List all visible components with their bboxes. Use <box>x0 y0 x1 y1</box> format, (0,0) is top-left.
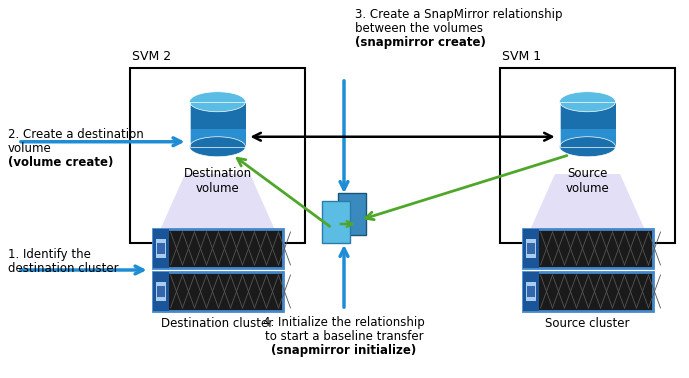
Ellipse shape <box>559 92 615 112</box>
Text: 4. Initialize the relationship: 4. Initialize the relationship <box>263 316 425 329</box>
Bar <box>522 272 539 311</box>
Bar <box>189 102 245 147</box>
Bar <box>522 229 652 268</box>
Text: Destination cluster: Destination cluster <box>161 317 274 330</box>
Polygon shape <box>531 174 644 229</box>
Bar <box>156 286 165 297</box>
Bar <box>152 229 282 268</box>
Bar <box>500 68 675 243</box>
Text: to start a baseline transfer: to start a baseline transfer <box>265 330 423 343</box>
Text: between the volumes: between the volumes <box>355 22 483 35</box>
Text: 1. Identify the: 1. Identify the <box>8 248 91 261</box>
Bar <box>338 193 366 235</box>
Bar <box>130 68 305 243</box>
Bar <box>526 239 535 258</box>
Bar <box>522 272 652 311</box>
Text: (snapmirror create): (snapmirror create) <box>355 36 486 49</box>
Ellipse shape <box>189 137 245 157</box>
Text: Source cluster: Source cluster <box>545 317 630 330</box>
Bar <box>559 102 615 147</box>
Text: SVM 2: SVM 2 <box>132 50 171 63</box>
Bar <box>526 286 535 297</box>
Text: Destination
volume: Destination volume <box>183 167 251 195</box>
Bar <box>152 229 169 268</box>
Bar <box>522 229 539 268</box>
Bar <box>189 102 245 129</box>
Bar <box>526 243 535 254</box>
Bar <box>526 282 535 301</box>
Text: SVM 1: SVM 1 <box>502 50 541 63</box>
Bar <box>152 272 169 311</box>
Text: (snapmirror initialize): (snapmirror initialize) <box>271 344 417 357</box>
Bar <box>189 102 245 147</box>
Bar <box>156 243 165 254</box>
Polygon shape <box>161 174 274 229</box>
Text: Source
volume: Source volume <box>566 167 609 195</box>
Ellipse shape <box>189 92 245 112</box>
Text: volume: volume <box>8 142 52 155</box>
Text: destination cluster: destination cluster <box>8 262 119 275</box>
Bar <box>559 102 615 129</box>
Text: 2. Create a destination: 2. Create a destination <box>8 128 144 141</box>
Bar <box>559 102 615 147</box>
Bar <box>322 201 350 243</box>
Bar <box>156 239 165 258</box>
Ellipse shape <box>559 137 615 157</box>
Text: (volume create): (volume create) <box>8 156 114 169</box>
Bar <box>152 272 282 311</box>
Bar <box>156 282 165 301</box>
Text: 3. Create a SnapMirror relationship: 3. Create a SnapMirror relationship <box>355 8 562 21</box>
